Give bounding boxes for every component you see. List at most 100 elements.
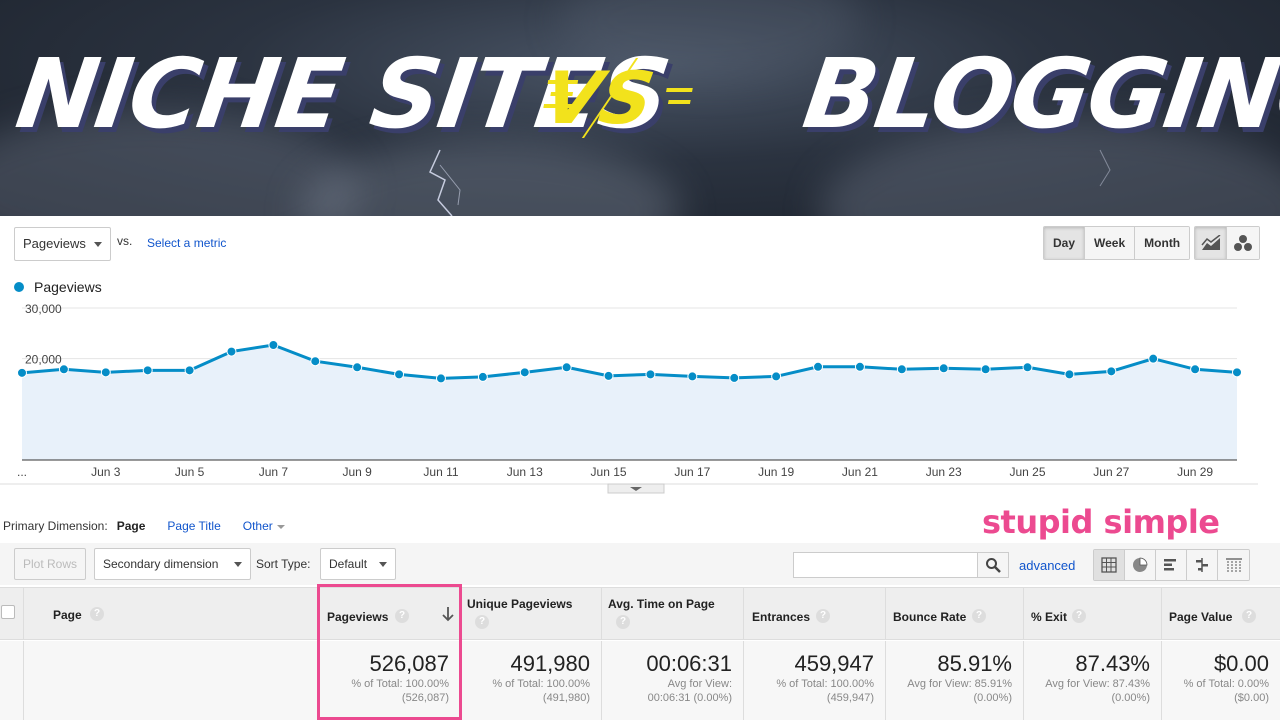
month-button[interactable]: Month [1135, 227, 1190, 259]
data-point [1232, 367, 1242, 378]
data-point [184, 365, 195, 376]
header-unique-pageviews[interactable]: Unique Pageviews ? [461, 588, 602, 639]
header-page[interactable]: Page ? [24, 588, 318, 639]
totals-entrances: 459,947 % of Total: 100.00% (459,947) [744, 641, 886, 720]
total-value: $0.00 [1213, 651, 1269, 676]
pivot-view-button[interactable] [1218, 550, 1249, 580]
dimension-page-title[interactable]: Page Title [167, 519, 221, 533]
vs-label: vs. [117, 234, 133, 248]
help-icon[interactable]: ? [1242, 609, 1256, 623]
header-bounce-rate[interactable]: Bounce Rate ? [886, 588, 1024, 639]
header-label: Bounce Rate [893, 610, 967, 624]
dimension-page[interactable]: Page [116, 519, 146, 533]
data-point [58, 364, 69, 375]
x-tick-label: Jun 5 [175, 465, 205, 479]
table-view-toggle [1093, 549, 1250, 581]
data-point [729, 372, 740, 383]
plot-rows-button[interactable]: Plot Rows [14, 548, 87, 580]
data-point [645, 369, 656, 380]
help-icon[interactable]: ? [475, 615, 489, 629]
data-view-button[interactable] [1094, 550, 1125, 580]
total-value: 526,087 [369, 651, 449, 676]
total-subtext-2: (459,947) [826, 692, 874, 704]
chevron-down-icon [379, 562, 387, 567]
data-point [561, 362, 572, 373]
primary-dimension-label: Primary Dimension: [3, 519, 108, 533]
header-label: % Exit [1031, 610, 1068, 624]
x-tick-label: Jun 11 [423, 465, 458, 479]
total-value: 85.91% [937, 651, 1012, 676]
x-tick-label: Jun 17 [674, 465, 710, 479]
data-point [17, 367, 27, 378]
motion-chart-button[interactable] [1227, 227, 1259, 259]
x-tick-label: Jun 15 [591, 465, 627, 479]
header-checkbox-cell [0, 588, 24, 639]
sort-descending-icon [442, 607, 454, 622]
y-tick-label: 20,000 [25, 353, 62, 367]
legend-dot [14, 282, 24, 292]
banner-right-title: BLOGGING [797, 38, 1280, 150]
data-point [896, 364, 907, 375]
data-point [100, 367, 111, 378]
vs-stripes-icon [543, 58, 693, 138]
vs-badge: VS [538, 56, 702, 140]
header-pageviews[interactable]: Pageviews ? [318, 588, 461, 639]
help-icon[interactable]: ? [616, 615, 630, 629]
primary-dimension-row: Primary Dimension: Page Page Title Other [3, 519, 285, 533]
help-icon[interactable]: ? [90, 607, 104, 621]
totals-pageviews: 526,087 % of Total: 100.00% (526,087) [318, 641, 461, 720]
select-all-checkbox[interactable] [1, 605, 15, 619]
total-subtext-2: ($0.00) [1234, 692, 1269, 704]
table-search-input[interactable] [793, 552, 978, 578]
comparison-view-button[interactable] [1187, 550, 1218, 580]
data-point [687, 371, 698, 382]
help-icon[interactable]: ? [395, 609, 409, 623]
header-exit[interactable]: % Exit ? [1024, 588, 1162, 639]
data-point [226, 346, 237, 357]
data-point [142, 365, 153, 376]
chart-legend: Pageviews [14, 279, 102, 295]
total-value: 459,947 [794, 651, 874, 676]
x-tick-label: Jun 27 [1093, 465, 1129, 479]
header-label: Unique Pageviews [467, 597, 573, 611]
comparison-icon [1196, 558, 1208, 572]
total-subtext-1: Avg for View: [667, 678, 732, 690]
sort-type-label: Sort Type: [256, 557, 311, 571]
data-point [268, 339, 279, 350]
advanced-link[interactable]: advanced [1019, 558, 1076, 573]
help-icon[interactable]: ? [1072, 609, 1086, 623]
data-point [1022, 362, 1033, 373]
search-button[interactable] [977, 552, 1009, 578]
header-label: Page Value [1169, 610, 1233, 624]
total-subtext-1: % of Total: 100.00% [492, 678, 590, 690]
dimension-other[interactable]: Other [243, 519, 285, 533]
help-icon[interactable]: ? [816, 609, 830, 623]
day-button[interactable]: Day [1044, 227, 1086, 259]
totals-checkbox-cell [0, 641, 24, 720]
total-value: 00:06:31 [646, 651, 732, 676]
sort-type-select[interactable]: Default [320, 548, 396, 580]
metric-select[interactable]: Pageviews [14, 227, 111, 261]
select-metric-link[interactable]: Select a metric [147, 236, 227, 250]
totals-bounce-rate: 85.91% Avg for View: 85.91% (0.00%) [886, 641, 1024, 720]
y-tick-label: 30,000 [25, 302, 62, 316]
help-icon[interactable]: ? [972, 609, 986, 623]
total-subtext-2: (0.00%) [1111, 692, 1150, 704]
performance-view-button[interactable] [1156, 550, 1187, 580]
header-label: Avg. Time on Page [608, 597, 715, 611]
week-button[interactable]: Week [1085, 227, 1136, 259]
secondary-dimension-select[interactable]: Secondary dimension [94, 548, 251, 580]
data-point [980, 364, 991, 375]
header-avg-time[interactable]: Avg. Time on Page ? [602, 588, 744, 639]
pie-chart-icon [1133, 557, 1148, 572]
total-subtext: Avg for View: 87.43% (0.00%) [1045, 677, 1150, 705]
data-point [394, 369, 405, 380]
total-subtext-1: Avg for View: 85.91% [907, 678, 1012, 690]
header-entrances[interactable]: Entrances ? [744, 588, 886, 639]
header-page-value[interactable]: Page Value ? [1162, 588, 1280, 639]
data-point [352, 362, 363, 373]
percentage-view-button[interactable] [1125, 550, 1156, 580]
line-chart-button[interactable] [1195, 227, 1227, 259]
